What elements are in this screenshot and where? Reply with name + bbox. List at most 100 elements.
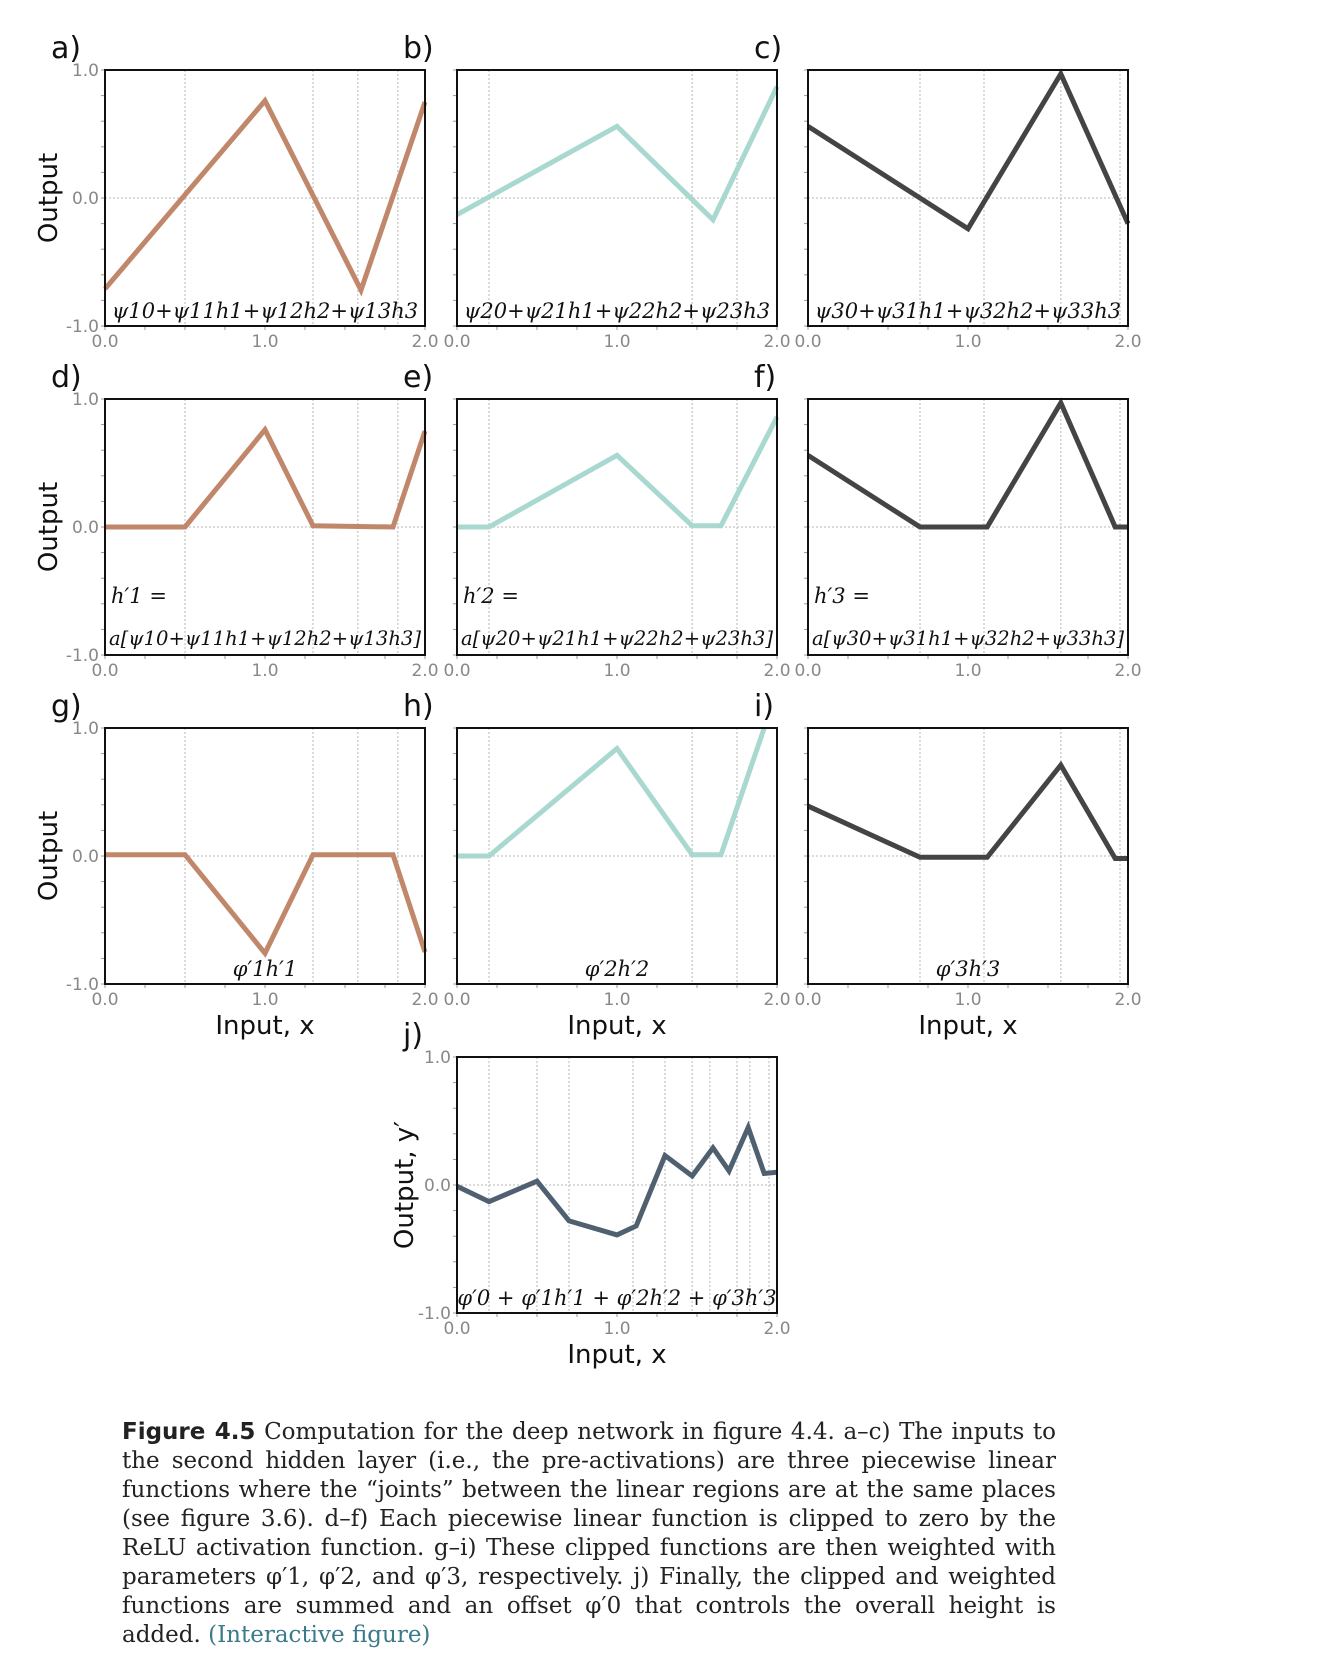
plot-frame <box>456 727 778 985</box>
y-axis-label: Output <box>34 811 64 901</box>
x-tick-label: 0.0 <box>443 661 470 681</box>
x-tick-label: 2.0 <box>411 332 438 352</box>
plot-frame <box>807 727 1129 985</box>
chart-panel-1: 0.0 1.0 2.0-1.00.01.0a)Outputψ10+ψ11h1+ψ12… <box>34 31 439 352</box>
x-tick-label: 0.0 <box>91 990 118 1010</box>
y-tick-label: -1.0 <box>66 646 99 666</box>
panel-label: d) <box>51 360 82 395</box>
panel-annotation: φ′1h′1 <box>233 957 298 981</box>
panel-annotation-line2: a[ψ20+ψ21h1+ψ22h2+ψ23h3] <box>461 626 773 650</box>
panel-label: c) <box>754 31 782 66</box>
x-axis-label: Input, x <box>215 1011 314 1041</box>
panel-label: b) <box>403 31 434 66</box>
x-tick-label: 0.0 <box>443 332 470 352</box>
panel-label: i) <box>754 689 774 724</box>
y-tick-label: -1.0 <box>66 975 99 995</box>
panel-annotation-line2: a[ψ10+ψ11h1+ψ12h2+ψ13h3] <box>109 626 421 650</box>
series-line <box>806 760 1128 862</box>
x-tick-label: 1.0 <box>603 990 630 1010</box>
x-tick-label: 2.0 <box>1114 332 1141 352</box>
panel-annotation-line1: h′3 = <box>814 584 870 608</box>
x-tick-label: 2.0 <box>763 661 790 681</box>
plot-frame <box>807 69 1129 327</box>
x-tick-label: 1.0 <box>251 332 278 352</box>
plot-frame <box>456 1056 778 1314</box>
chart-panel-9: 0.0 1.0 2.0 i) Input, x φ′3h′3 <box>754 689 1142 1041</box>
x-tick-label: 2.0 <box>763 1319 790 1339</box>
panel-annotation-line1: h′2 = <box>463 584 519 608</box>
series-line <box>806 68 1131 233</box>
chart-panel-6: 0.0 1.0 2.0 f) h′3 = a[ψ30+ψ31h1+ψ32h2+ψ33h3] <box>754 360 1142 681</box>
y-tick-label: 1.0 <box>72 390 99 410</box>
plot-frame <box>104 69 426 327</box>
x-tick-label: 1.0 <box>954 661 981 681</box>
y-axis-label: Output <box>34 482 64 572</box>
y-tick-label: -1.0 <box>418 1304 451 1324</box>
plot-frame <box>104 727 426 985</box>
panel-annotation: ψ20+ψ21h1+ψ22h2+ψ23h3 <box>464 299 770 323</box>
x-axis-label: Input, x <box>918 1011 1017 1041</box>
y-tick-label: 0.0 <box>72 518 99 538</box>
y-tick-label: 0.0 <box>72 189 99 209</box>
panel-label: f) <box>754 360 776 395</box>
panel-label: g) <box>51 689 82 724</box>
chart-panel-10: 0.0 1.0 2.0-1.00.01.0j)Output, y′Input, xφ… <box>390 1018 791 1370</box>
series-line <box>455 1120 778 1238</box>
chart-panel-8: 0.0 1.0 2.0 h) Input, x φ′2h′2 <box>403 689 791 1041</box>
panel-annotation: φ′2h′2 <box>585 957 650 981</box>
interactive-figure-link[interactable]: (Interactive figure) <box>208 1622 431 1648</box>
y-tick-label: 0.0 <box>72 847 99 867</box>
x-tick-label: 2.0 <box>411 990 438 1010</box>
x-axis-label: Input, x <box>567 1340 666 1370</box>
series-line <box>457 727 767 859</box>
panel-label: h) <box>403 689 434 724</box>
plot-frame <box>104 398 426 656</box>
caption-text: Computation for the deep network in figu… <box>122 1419 1056 1648</box>
panel-annotation: φ′0 + φ′1h′1 + φ′2h′2 + φ′3h′3 <box>457 1286 776 1310</box>
x-tick-label: 2.0 <box>1114 661 1141 681</box>
plot-frame <box>456 398 778 656</box>
panel-annotation: ψ30+ψ31h1+ψ32h2+ψ33h3 <box>815 299 1121 323</box>
y-axis-label: Output <box>34 153 64 243</box>
series-line <box>103 96 428 297</box>
chart-panel-3: 0.0 1.0 2.0 c) ψ30+ψ31h1+ψ32h2+ψ33h3 <box>754 31 1142 352</box>
x-tick-label: 2.0 <box>411 661 438 681</box>
panel-label: e) <box>403 360 433 395</box>
x-tick-label: 2.0 <box>763 990 790 1010</box>
x-tick-label: 0.0 <box>794 990 821 1010</box>
panel-annotation: φ′3h′3 <box>936 957 1001 981</box>
series-line <box>806 397 1128 530</box>
y-axis-label: Output, y′ <box>390 1121 420 1249</box>
y-tick-label: -1.0 <box>66 317 99 337</box>
series-line <box>457 415 780 530</box>
panel-annotation-line1: h′1 = <box>111 584 167 608</box>
figure-canvas: 0.0 1.0 2.0-1.00.01.0a)Outputψ10+ψ11h1+ψ12… <box>34 31 1142 1370</box>
x-tick-label: 0.0 <box>91 332 118 352</box>
x-tick-label: 0.0 <box>91 661 118 681</box>
figure-caption: Figure 4.5 Computation for the deep netw… <box>122 1418 1056 1650</box>
x-tick-label: 1.0 <box>954 990 981 1010</box>
x-tick-label: 0.0 <box>443 990 470 1010</box>
x-tick-label: 1.0 <box>603 332 630 352</box>
series-line <box>105 425 428 530</box>
plot-frame <box>456 69 778 327</box>
chart-panel-5: 0.0 1.0 2.0 e) h′2 = a[ψ20+ψ21h1+ψ22h2+ψ23h3] <box>403 360 791 681</box>
chart-panel-2: 0.0 1.0 2.0 b) ψ20+ψ21h1+ψ22h2+ψ23h3 <box>403 31 791 352</box>
y-tick-label: 1.0 <box>72 719 99 739</box>
panel-label: j) <box>402 1018 423 1053</box>
x-tick-label: 1.0 <box>251 990 278 1010</box>
panel-annotation-line2: a[ψ30+ψ31h1+ψ32h2+ψ33h3] <box>812 626 1124 650</box>
x-tick-label: 0.0 <box>794 332 821 352</box>
x-axis-label: Input, x <box>567 1011 666 1041</box>
plot-frame <box>807 398 1129 656</box>
y-tick-label: 1.0 <box>72 61 99 81</box>
series-line <box>105 852 428 958</box>
x-tick-label: 1.0 <box>251 661 278 681</box>
panel-label: a) <box>51 31 81 66</box>
x-tick-label: 1.0 <box>603 661 630 681</box>
x-tick-label: 1.0 <box>954 332 981 352</box>
y-tick-label: 1.0 <box>424 1048 451 1068</box>
series-line <box>455 85 780 224</box>
